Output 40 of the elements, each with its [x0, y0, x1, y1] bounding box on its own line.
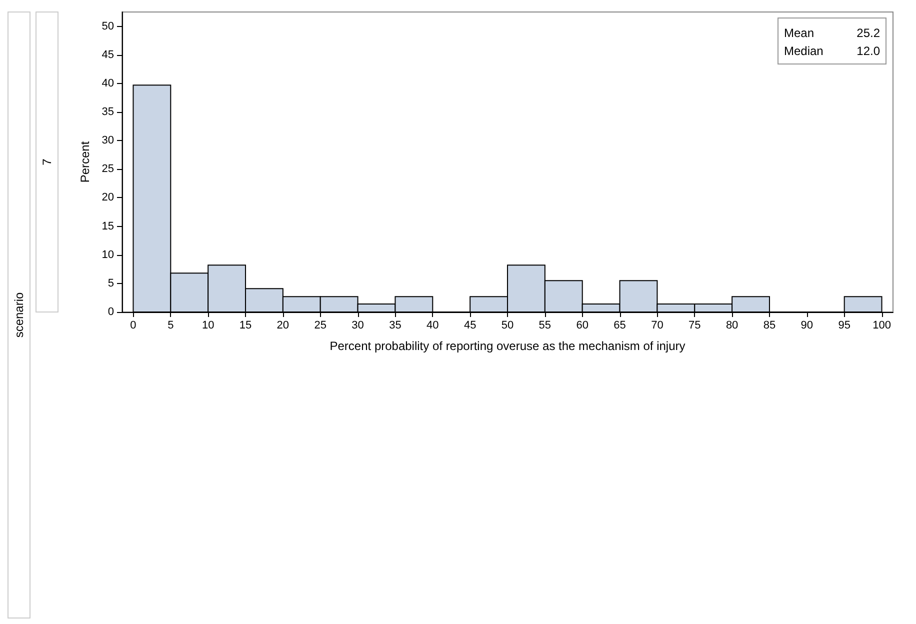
x-tick-label: 25: [314, 320, 326, 332]
x-tick-label: 65: [614, 320, 626, 332]
annotation: 12.0: [856, 44, 880, 58]
x-tick-label: 10: [202, 320, 214, 332]
text: 7: [40, 158, 54, 166]
y-tick-label: 40: [102, 77, 114, 90]
text: scenario: [12, 292, 26, 338]
x-tick-label: 95: [838, 320, 850, 332]
y-axis-title: Percent: [78, 140, 92, 183]
y-tick-label: 5: [108, 277, 114, 290]
y-tick-label: 50: [102, 20, 114, 32]
x-tick-label: 60: [576, 320, 588, 332]
y-tick-label: 45: [102, 48, 114, 61]
x-tick-label: 45: [464, 320, 476, 332]
y-tick-label: 15: [102, 220, 114, 232]
annotation: 25.2: [856, 26, 880, 40]
annotation: Mean: [784, 26, 814, 40]
x-tick-label: 35: [389, 320, 402, 332]
x-tick-label: 15: [239, 320, 252, 332]
x-tick-label: 50: [501, 320, 514, 332]
y-tick-label: 10: [102, 248, 114, 261]
x-axis-title: Percent probability of reporting overuse as the mechanism of injury: [330, 339, 686, 353]
x-tick-label: 30: [352, 320, 364, 332]
x-tick-label: 80: [726, 320, 738, 332]
x-tick-label: 100: [872, 320, 891, 332]
x-tick-label: 90: [800, 320, 814, 332]
annotation: Median: [784, 44, 824, 58]
y-tick-label: 25: [102, 163, 114, 176]
x-tick-label: 55: [538, 320, 552, 332]
x-tick-label: 20: [276, 320, 290, 332]
x-tick-label: 70: [651, 320, 664, 332]
y-tick-label: 30: [102, 134, 114, 147]
y-tick-label: 0: [108, 306, 114, 318]
y-tick-label: 35: [102, 106, 114, 118]
x-tick-label: 0: [130, 320, 136, 332]
x-tick-label: 85: [763, 320, 776, 332]
x-tick-label: 40: [426, 320, 439, 332]
x-tick-label: 75: [688, 320, 701, 332]
y-tick-label: 20: [102, 192, 114, 204]
x-tick-label: 5: [168, 320, 174, 332]
